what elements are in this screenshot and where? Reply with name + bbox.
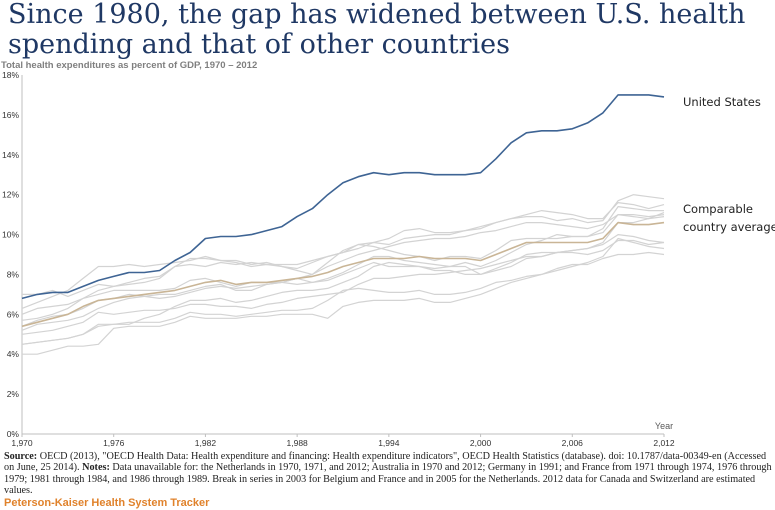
x-tick-label: 2,000	[470, 438, 492, 448]
source-label: Source:	[4, 451, 38, 462]
x-axis-title: Year	[655, 421, 673, 431]
x-tick-label: 2,006	[562, 438, 584, 448]
source-text: OECD (2013), "OECD Health Data: Health e…	[4, 451, 767, 474]
series-line-other-country	[21, 212, 665, 331]
series-line-other-country	[22, 206, 664, 297]
source-note: Source: OECD (2013), "OECD Health Data: …	[4, 451, 772, 497]
brand-label: Peterson-Kaiser Health System Tracker	[4, 497, 210, 509]
line-chart: 0% 2% 4% 6% 8% 10% 12% 14% 16% 18% 1,970 1,976 1,98…	[2, 70, 775, 448]
x-tick-label: 1,976	[103, 438, 125, 448]
x-axis: 1,970 1,976 1,982 1,988 1,994 2,000 2,006 2,012…	[11, 421, 675, 448]
series-line-other-country	[21, 214, 665, 327]
series-lines	[21, 94, 665, 355]
series-line-united-states	[21, 94, 665, 300]
y-tick-label: 18%	[2, 70, 19, 80]
y-tick-label: 14%	[2, 150, 19, 160]
y-tick-label: 6%	[7, 309, 20, 319]
y-tick-label: 2%	[7, 389, 20, 399]
y-tick-label: 8%	[7, 269, 20, 279]
series-line-country-average	[21, 221, 665, 328]
x-tick-label: 1,994	[378, 438, 400, 448]
x-tick-label: 1,982	[195, 438, 217, 448]
series-labels: United States Comparable country average	[683, 95, 775, 234]
y-tick-label: 16%	[2, 110, 19, 120]
page-title: Since 1980, the gap has widened between …	[8, 0, 746, 60]
x-tick-label: 2,012	[653, 438, 675, 448]
notes-text: Data unavailable for: the Netherlands in…	[4, 462, 772, 497]
x-tick-label: 1,988	[287, 438, 309, 448]
y-tick-label: 12%	[2, 190, 19, 200]
series-line-other-country	[22, 251, 665, 355]
y-axis: 0% 2% 4% 6% 8% 10% 12% 14% 16% 18%	[2, 70, 23, 439]
series-line-other-country	[21, 216, 665, 321]
x-tick-label: 1,970	[11, 438, 33, 448]
label-country-average: Comparable country average	[683, 202, 775, 234]
y-tick-label: 4%	[7, 349, 20, 359]
series-line-other-country	[21, 202, 665, 315]
series-line-other-country	[21, 237, 665, 345]
series-line-other-country	[21, 239, 665, 335]
y-tick-label: 10%	[2, 230, 19, 240]
y-tick-label: 0%	[7, 429, 20, 439]
notes-label: Notes:	[82, 462, 110, 474]
chart-subtitle: Total health expenditures as percent of …	[1, 60, 258, 71]
label-united-states: United States	[683, 95, 761, 109]
